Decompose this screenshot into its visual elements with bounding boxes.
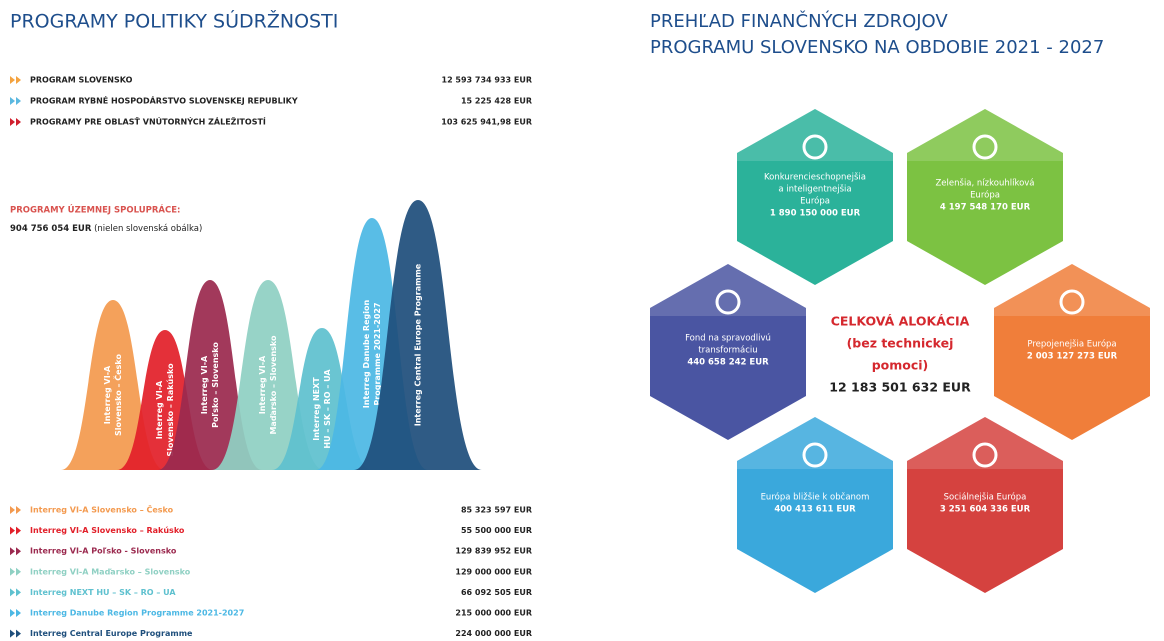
arrow-icon [10,588,21,597]
arrow-icon [10,547,21,556]
bell-label: Maďarsko – Slovensko [269,335,278,435]
hexagon-label: Prepojenejšia Európa [1027,339,1116,350]
interreg-amount: 85 323 597 EUR [461,506,532,515]
arrow-icon [10,97,21,105]
right-title: PROGRAMU SLOVENSKO NA OBDOBIE 2021 - 202… [650,37,1104,58]
interreg-name: Interreg Central Europe Programme [30,629,193,638]
program-amount: 12 593 734 933 EUR [442,76,533,85]
arrow-icon [10,76,21,84]
hexagon-amount: 1 890 150 000 EUR [770,209,861,219]
bell-label: Slovensko – Rakúsko [166,363,175,457]
interreg-name: Interreg Danube Region Programme 2021-20… [30,609,244,618]
program-name: PROGRAM SLOVENSKO [30,76,133,85]
interreg-name: Interreg VI-A Maďarsko – Slovensko [30,567,191,576]
center-heading: pomoci) [872,358,929,373]
interreg-amount: 66 092 505 EUR [461,588,532,597]
cooperation-total: 904 756 054 EUR (nielen slovenská obálka… [10,224,202,234]
interreg-amount: 224 000 000 EUR [455,629,532,638]
right-title: PREHĽAD FINANČNÝCH ZDROJOV [650,10,948,32]
bell-label: Poľsko – Slovensko [211,342,220,428]
arrow-icon [10,118,21,126]
interreg-amount: 129 839 952 EUR [455,547,532,556]
hexagon-icon [972,442,998,468]
arrow-icon [10,609,21,617]
arrow-icon [10,526,21,535]
interreg-amount: 215 000 000 EUR [455,609,532,618]
hexagon-amount: 4 197 548 170 EUR [940,203,1031,213]
note: (nielen slovenská obálka) [94,224,202,234]
bell-label: Slovensko – Česko [112,354,123,436]
left-title: PROGRAMY POLITIKY SÚDRŽNOSTI [10,9,338,33]
bell-label: Interreg VI-A [155,380,164,439]
hexagon-icon [802,134,828,160]
center-heading: (bez technickej [847,336,954,351]
hexagon-icon [972,134,998,160]
hexagon [650,264,806,440]
hexagon-label: Európa bližšie k občanom [761,492,870,503]
hexagon-label: transformáciu [698,346,757,356]
bell-shape [354,200,482,470]
hexagon-label: Sociálnejšia Európa [944,492,1027,503]
arrow-icon [10,506,21,514]
hexagon-label: a inteligentnejšia [778,184,851,195]
hexagon-amount: 400 413 611 EUR [774,505,856,515]
hexagon-amount: 440 658 242 EUR [687,358,769,368]
interreg-amount: 129 000 000 EUR [455,567,532,576]
hexagon-amount: 2 003 127 273 EUR [1027,352,1118,362]
hexagon-label: Európa [970,190,1000,201]
interreg-name: Interreg VI-A Slovensko – Rakúsko [30,526,185,535]
interreg-name: Interreg VI-A Slovensko – Česko [30,504,174,515]
total: 904 756 054 EUR [10,224,92,234]
bell-label: Interreg VI-A [200,355,209,414]
cooperation-heading: PROGRAMY ÚZEMNEJ SPOLUPRÁCE: [10,204,180,216]
program-amount: 103 625 941,98 EUR [441,118,532,127]
hexagon-label: Európa [800,196,830,207]
bell-label: Interreg VI-A [258,355,267,414]
center-heading: CELKOVÁ ALOKÁCIA [831,314,970,329]
interreg-amount: 55 500 000 EUR [461,526,532,535]
bell-label: Interreg NEXT [312,377,321,441]
program-name: PROGRAM RYBNÉ HOSPODÁRSTVO SLOVENSKEJ RE… [30,95,298,106]
interreg-name: Interreg NEXT HU – SK – RO – UA [30,588,176,597]
bell-label: Interreg Central Europe Programme [414,263,423,426]
hexagon-label: Fond na spravodlivú [685,334,771,344]
arrow-icon [10,629,21,638]
hexagon-icon [715,289,741,315]
hexagon-icon [1059,289,1085,315]
center-amount: 12 183 501 632 EUR [829,380,971,395]
hexagon-label: Konkurencieschopnejšia [764,172,866,183]
arrow-icon [10,567,21,576]
program-name: PROGRAMY PRE OBLASŤ VNÚTORNÝCH ZÁLEŽITOS… [30,116,266,127]
hexagon [907,109,1063,285]
hexagon [737,109,893,285]
hexagon-amount: 3 251 604 336 EUR [940,505,1031,515]
hexagon [994,264,1150,440]
bell-label: HU – SK – RO – UA [323,369,332,449]
bell-label: Interreg Danube Region [362,300,371,409]
program-amount: 15 225 428 EUR [461,97,532,106]
hexagon [737,417,893,593]
hexagon-icon [802,442,828,468]
interreg-name: Interreg VI-A Poľsko - Slovensko [30,547,177,556]
hexagon [907,417,1063,593]
hexagon-label: Zelenšia, nízkouhlíková [935,178,1034,189]
bell-label: Programme 2021-2027 [373,302,382,405]
bell-label: Interreg VI-A [103,365,112,424]
